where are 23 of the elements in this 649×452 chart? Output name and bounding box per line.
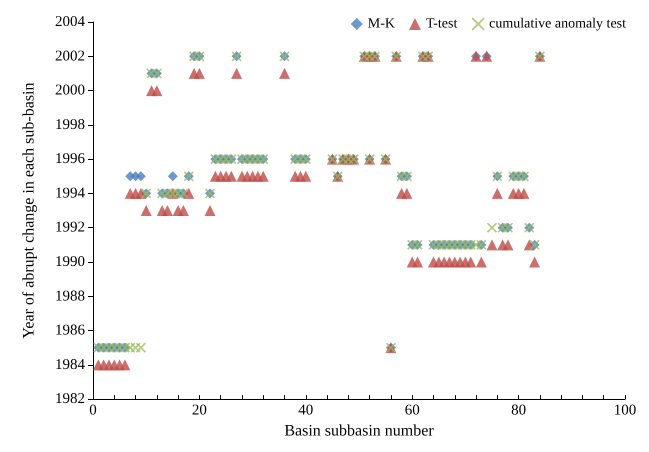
y-axis-title: Year of abrupt change in each sub-basin <box>20 82 38 339</box>
x-tick-label: 20 <box>192 402 207 419</box>
y-tick-label: 1992 <box>55 220 85 236</box>
y-tick-label: 1996 <box>55 151 86 168</box>
y-tick-label: 2004 <box>55 14 86 30</box>
x-tick-label: 40 <box>298 402 314 419</box>
y-tick-label: 1982 <box>55 391 85 408</box>
y-tick-label: 1984 <box>55 356 86 373</box>
x-tick-label: 80 <box>511 402 526 419</box>
x-tick-label: 60 <box>404 402 420 419</box>
y-tick-label: 1988 <box>55 288 85 304</box>
y-tick-label: 1990 <box>55 254 85 270</box>
x-axis-title: Basin subbasin number <box>284 422 434 440</box>
legend-label: M-K <box>368 16 395 32</box>
legend-label: T-test <box>426 16 458 32</box>
y-tick-label: 1994 <box>55 185 86 202</box>
y-tick-label: 2000 <box>55 82 85 99</box>
y-tick-label: 2002 <box>55 48 85 64</box>
legend-label: cumulative anomaly test <box>489 16 626 32</box>
y-tick-label: 1998 <box>55 116 85 133</box>
x-tick-label: 100 <box>614 402 636 419</box>
x-tick-label: 0 <box>89 402 97 419</box>
y-tick-label: 1986 <box>55 322 86 339</box>
